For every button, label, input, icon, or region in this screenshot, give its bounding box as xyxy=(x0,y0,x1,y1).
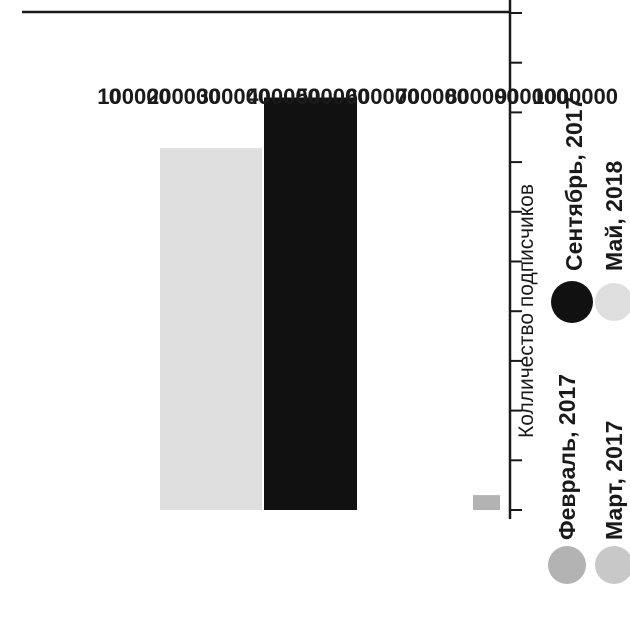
value-tick-label: 600000 xyxy=(346,84,419,109)
legend-marker xyxy=(551,281,593,323)
value-tick-label: 100000 xyxy=(97,84,170,109)
value-tick-label: 1000000 xyxy=(532,84,618,109)
legend-label: Февраль, 2017 xyxy=(554,374,580,540)
value-axis-ticks: 1000000900000800000700000600000500000400… xyxy=(97,12,618,511)
value-tick-label: 900000 xyxy=(495,84,568,109)
axis-title: Колличество подписчиков xyxy=(515,184,538,438)
legend-label: Май, 2018 xyxy=(601,160,627,271)
legend-label: Сентябрь, 2017 xyxy=(561,97,587,271)
bar xyxy=(160,148,262,510)
value-tick-label: 800000 xyxy=(445,84,518,109)
value-tick-label: 700000 xyxy=(395,84,468,109)
value-tick-label: 400000 xyxy=(246,84,319,109)
value-tick-label: 0 xyxy=(109,84,121,109)
legend-marker xyxy=(595,546,630,584)
legend-marker xyxy=(548,546,586,584)
value-tick-label: 500000 xyxy=(296,84,369,109)
bar xyxy=(473,495,500,510)
plot-area: 1000000900000800000700000600000500000400… xyxy=(22,0,630,584)
bar xyxy=(264,97,357,510)
legend-label: Март, 2017 xyxy=(601,421,627,540)
legend: Февраль, 2017 Сентябрь, 2017 Март, 2017 Май… xyxy=(548,97,630,584)
value-tick-label: 200000 xyxy=(147,84,220,109)
legend-marker xyxy=(595,283,630,321)
value-tick-label: 300000 xyxy=(197,84,270,109)
bars xyxy=(160,97,500,510)
